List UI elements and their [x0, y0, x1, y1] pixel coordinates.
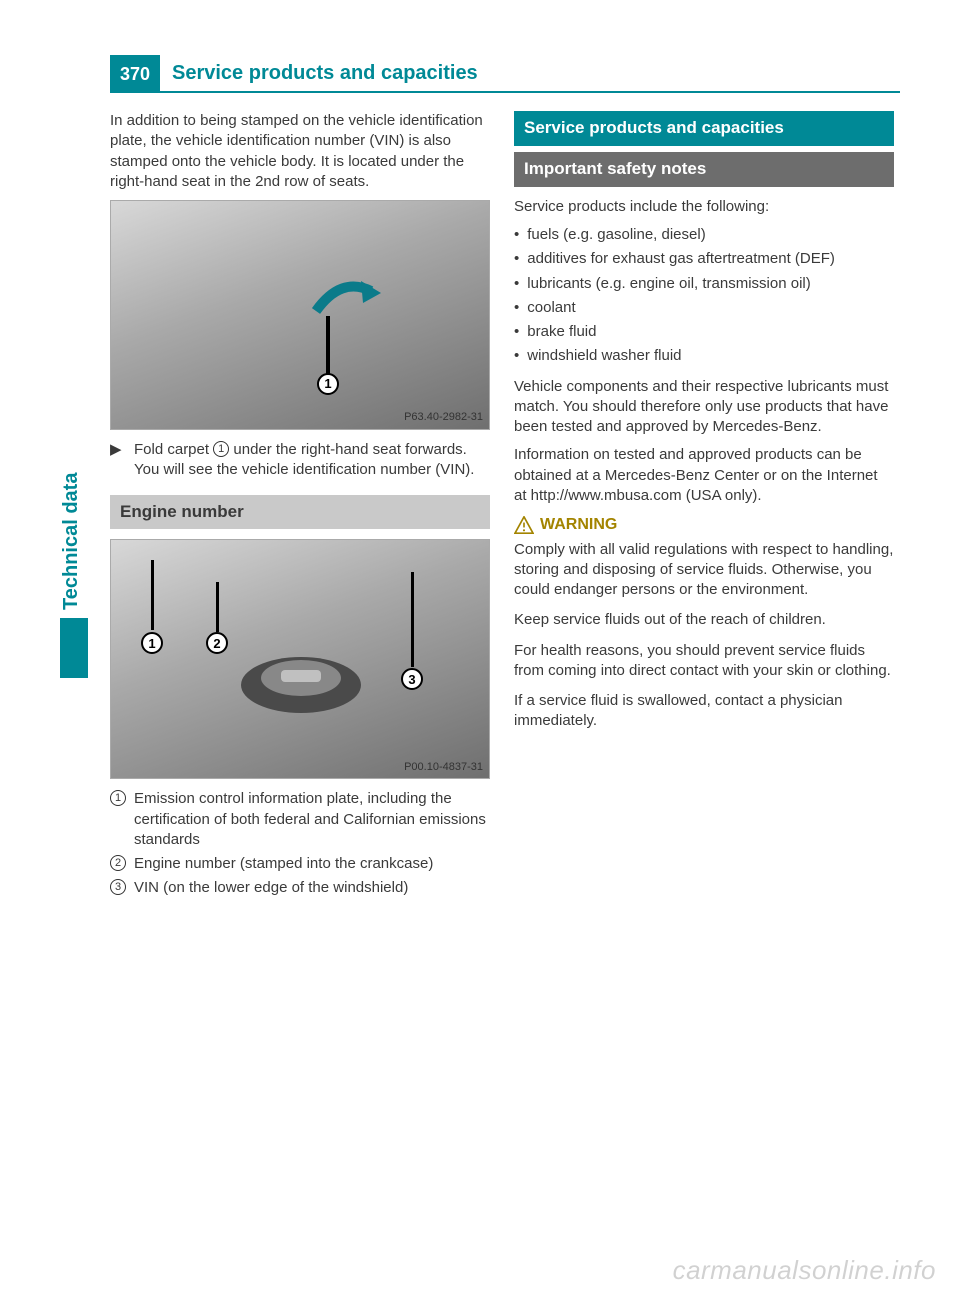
curved-arrow-icon [311, 271, 381, 321]
bullet-text: windshield washer fluid [527, 346, 681, 366]
warning-para-1: Comply with all valid regulations with r… [514, 540, 894, 601]
right-column: Service products and capacities Importan… [514, 111, 894, 909]
def-item-2: 2 Engine number (stamped into the crankc… [110, 854, 490, 874]
figure-engine: 1 2 3 P00.10-4837-31 [110, 539, 490, 779]
right-para-3: Information on tested and approved produ… [514, 445, 894, 506]
callout-engine-3: 3 [401, 668, 423, 690]
callout-engine-1: 1 [141, 632, 163, 654]
section-heading-dark: Important safety notes [514, 152, 894, 187]
section-heading-teal: Service products and capacities [514, 111, 894, 146]
bullet-icon: • [514, 298, 519, 318]
bullet-icon: • [514, 225, 519, 245]
def-text-1: Emission control information plate, incl… [134, 789, 490, 850]
step-marker-icon: ▶ [110, 440, 128, 481]
def-item-3: 3 VIN (on the lower edge of the windshie… [110, 878, 490, 898]
step-content: Fold carpet 1 under the right-hand seat … [134, 440, 490, 481]
def-marker-3-circ: 3 [110, 879, 126, 895]
callout-line-1 [151, 560, 154, 630]
callout-1: 1 [317, 373, 339, 395]
callout-line-3 [411, 572, 414, 667]
callout-line-2 [216, 582, 219, 632]
figure2-code: P00.10-4837-31 [404, 760, 483, 775]
side-tab-label: Technical data [60, 473, 83, 610]
bullet-text: coolant [527, 298, 575, 318]
page-root: 370 Service products and capacities Tech… [0, 0, 960, 1302]
engine-number-heading: Engine number [110, 495, 490, 530]
warning-heading: WARNING [514, 514, 894, 536]
def-text-2: Engine number (stamped into the crankcas… [134, 854, 490, 874]
list-item: • coolant [514, 298, 894, 318]
list-item: • windshield washer fluid [514, 346, 894, 366]
intro-paragraph: In addition to being stamped on the vehi… [110, 111, 490, 192]
list-item: • additives for exhaust gas aftertreatmen… [514, 249, 894, 269]
right-para-1: Service products include the following: [514, 197, 894, 217]
page-header: 370 Service products and capacities [110, 55, 900, 93]
inline-callout-1: 1 [213, 441, 229, 457]
service-products-list: • fuels (e.g. gasoline, diesel) • additive… [514, 225, 894, 367]
list-item: • lubricants (e.g. engine oil, transmissi… [514, 274, 894, 294]
content-columns: In addition to being stamped on the vehi… [110, 111, 900, 909]
warning-triangle-icon [514, 516, 534, 534]
side-tab-block [60, 618, 88, 678]
warning-label: WARNING [540, 514, 617, 536]
def-marker-2-circ: 2 [110, 855, 126, 871]
callout-line [326, 316, 330, 376]
right-para-2: Vehicle components and their respective … [514, 377, 894, 438]
def-marker: 3 [110, 878, 128, 898]
def-marker: 2 [110, 854, 128, 874]
step-text-b: under the right-hand seat forwards. [229, 441, 467, 458]
bullet-icon: • [514, 322, 519, 342]
bullet-text: fuels (e.g. gasoline, diesel) [527, 225, 705, 245]
step-item: ▶ Fold carpet 1 under the right-hand sea… [110, 440, 490, 481]
step-list: ▶ Fold carpet 1 under the right-hand sea… [110, 440, 490, 481]
figure1-code: P63.40-2982-31 [404, 410, 483, 425]
bullet-icon: • [514, 249, 519, 269]
page-number: 370 [110, 55, 160, 93]
warning-para-3: For health reasons, you should prevent s… [514, 641, 894, 682]
def-item-1: 1 Emission control information plate, in… [110, 789, 490, 850]
left-column: In addition to being stamped on the vehi… [110, 111, 490, 909]
warning-para-4: If a service fluid is swallowed, contact… [514, 691, 894, 732]
step-text-c: You will see the vehicle identification … [134, 461, 474, 478]
step-text-a: Fold carpet [134, 441, 213, 458]
def-text-3: VIN (on the lower edge of the windshield… [134, 878, 490, 898]
figure-vin-seat: 1 P63.40-2982-31 [110, 200, 490, 430]
definition-list: 1 Emission control information plate, in… [110, 789, 490, 898]
bullet-text: lubricants (e.g. engine oil, transmissio… [527, 274, 810, 294]
callout-engine-2: 2 [206, 632, 228, 654]
def-marker: 1 [110, 789, 128, 850]
engine-shape-icon [231, 640, 371, 730]
warning-para-2: Keep service fluids out of the reach of … [514, 610, 894, 630]
watermark-text: carmanualsonline.info [673, 1255, 936, 1286]
list-item: • fuels (e.g. gasoline, diesel) [514, 225, 894, 245]
bullet-text: brake fluid [527, 322, 596, 342]
list-item: • brake fluid [514, 322, 894, 342]
header-title: Service products and capacities [160, 62, 478, 85]
bullet-text: additives for exhaust gas aftertreatment… [527, 249, 835, 269]
bullet-icon: • [514, 346, 519, 366]
bullet-icon: • [514, 274, 519, 294]
def-marker-1-circ: 1 [110, 790, 126, 806]
header-title-wrap: Service products and capacities [160, 55, 900, 93]
